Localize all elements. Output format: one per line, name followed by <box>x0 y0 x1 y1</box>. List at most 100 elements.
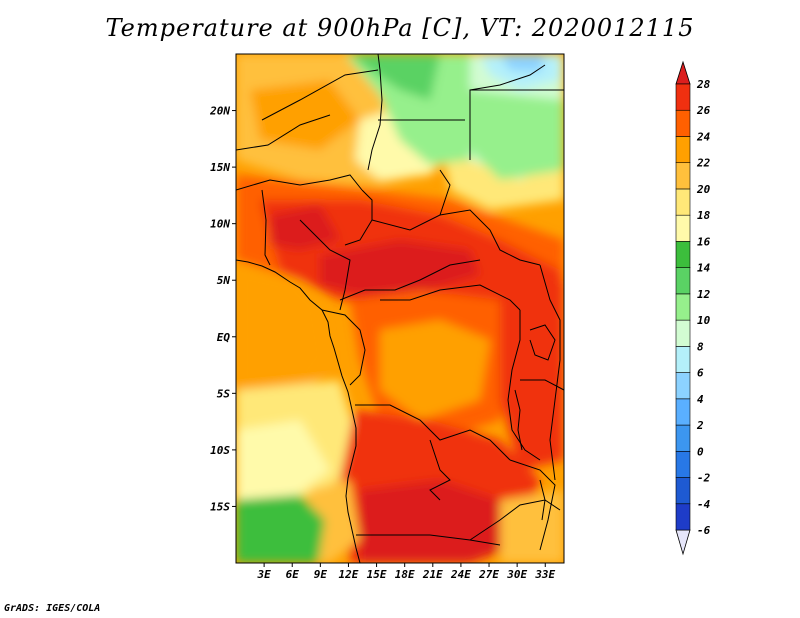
field-arabia-lightblue <box>500 54 545 72</box>
colorbar-label: -2 <box>697 472 711 485</box>
border-drc-north <box>380 284 521 311</box>
y-tick-label: 10S <box>210 444 230 457</box>
field-chad-hottest <box>320 240 480 295</box>
colorbar-label: 18 <box>697 209 711 222</box>
y-tick-label: 15S <box>210 500 230 513</box>
x-tick-label: 9E <box>314 568 328 581</box>
chart-title: Temperature at 900hPa [C], VT: 202001211… <box>105 14 695 42</box>
colorbar-label: 20 <box>696 183 711 196</box>
field-gulf-guinea <box>236 265 330 400</box>
colorbar-label: 4 <box>697 393 704 406</box>
border-congo-gabon <box>321 309 366 386</box>
grads-credit: GrADS: IGES/COLA <box>4 603 101 614</box>
border-libya-west <box>261 69 379 121</box>
lake-tanganyika <box>514 389 523 451</box>
x-tick-label: 15E <box>367 568 387 581</box>
colorbar-extend-low <box>675 529 691 556</box>
border-sahel-south <box>236 174 363 191</box>
colorbar-label: 16 <box>697 235 711 248</box>
border-egypt-libya <box>367 54 383 171</box>
colorbar-label: -6 <box>697 524 711 537</box>
x-tick-label: 33E <box>534 568 555 581</box>
colorbar-label: 22 <box>696 157 711 170</box>
colorbar-label: 0 <box>697 445 704 458</box>
border-mozambique <box>509 459 556 551</box>
colorbar-box <box>675 398 691 426</box>
field-east-africa <box>500 280 564 470</box>
border-east-coast <box>539 264 561 481</box>
temperature-field <box>236 54 564 563</box>
border-red-sea <box>469 64 546 91</box>
coastline <box>236 259 361 563</box>
colorbar-box <box>675 109 691 137</box>
border-sudan-south <box>439 209 541 266</box>
field-congo-center <box>380 320 490 420</box>
field-southeast-warm <box>500 490 564 563</box>
colorbar-label: 28 <box>696 78 711 91</box>
y-tick-label: 20N <box>209 105 230 118</box>
colorbar-box <box>675 241 691 268</box>
colorbar-box <box>675 372 691 400</box>
colorbar-box <box>675 293 691 321</box>
y-axis: 20N 15N 10N 5N EQ 5S 10S 15S <box>209 105 236 513</box>
field-egypt-cool <box>345 54 470 165</box>
y-tick-label: 15N <box>210 161 230 174</box>
colorbar-label: 8 <box>697 340 704 353</box>
border-drc-east <box>507 310 541 461</box>
colorbar-label: -4 <box>697 498 711 511</box>
colorbar-box <box>675 188 691 216</box>
field-nigeria-hottest <box>270 205 340 250</box>
colorbar-box <box>675 450 691 478</box>
y-tick-label: 5N <box>217 274 231 287</box>
colorbar-label: 10 <box>697 314 711 327</box>
border-zambia-south <box>469 499 561 541</box>
colorbar-box <box>675 214 691 242</box>
colorbar-box <box>675 477 691 505</box>
colorbar-box <box>675 136 691 164</box>
x-tick-label: 24E <box>450 568 471 581</box>
colorbar-label: 2 <box>696 419 704 432</box>
colorbar-extend-high <box>675 60 691 85</box>
colorbar-label: 26 <box>696 104 711 117</box>
y-tick-label: 5S <box>217 387 231 400</box>
field-angola-hottest <box>360 480 520 563</box>
map-frame <box>235 53 565 564</box>
border-drc-south <box>355 404 511 461</box>
border-kenya-tz <box>520 379 564 391</box>
lake-victoria <box>529 324 556 361</box>
colorbar-box <box>675 267 691 295</box>
y-tick-label: EQ <box>217 331 231 344</box>
x-tick-label: 30E <box>506 568 527 581</box>
x-tick-label: 21E <box>422 568 443 581</box>
border-algeria-niger <box>236 114 331 151</box>
x-tick-label: 3E <box>256 568 271 581</box>
field-southwest-green <box>236 495 325 563</box>
field-egypt-green <box>350 54 440 100</box>
colorbar-box <box>675 424 691 452</box>
colorbar-label: 6 <box>697 367 704 380</box>
x-tick-label: 6E <box>286 568 300 581</box>
field-sahara-patch <box>250 80 360 150</box>
border-nigeria-east <box>261 189 271 266</box>
field-arabia-green <box>470 90 564 180</box>
border-angola-zambia <box>429 439 451 501</box>
colorbar-box <box>675 503 691 531</box>
colorbar-box <box>675 346 691 373</box>
x-tick-label: 12E <box>339 568 359 581</box>
colorbar-box <box>675 162 691 190</box>
y-tick-label: 10N <box>210 218 230 231</box>
colorbar-label: 12 <box>697 288 711 301</box>
colorbar-label: 14 <box>697 262 711 275</box>
x-axis: 3E 6E 9E 12E 15E 18E 21E 24E 27E 30E 33E <box>256 563 556 581</box>
border-car <box>339 259 481 301</box>
colorbar-label: 24 <box>696 130 711 143</box>
colorbar-box <box>675 83 691 111</box>
field-south-atlantic-pale <box>236 420 330 500</box>
country-borders <box>236 54 564 563</box>
lake-malawi <box>539 479 546 521</box>
border-angola-namibia <box>356 534 501 546</box>
border-cameroon <box>299 219 351 311</box>
colorbar-box <box>675 319 691 347</box>
